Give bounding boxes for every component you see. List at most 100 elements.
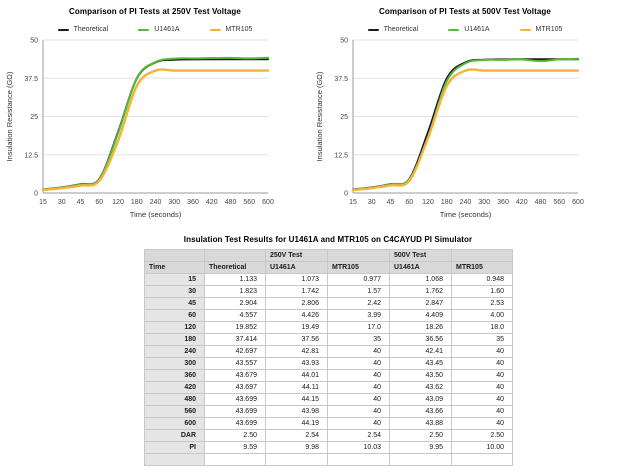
- x-tick-label: 360: [187, 199, 199, 206]
- x-axis-title: Time (seconds): [440, 210, 492, 219]
- cell-time: PI: [144, 441, 205, 454]
- table-section: Insulation Test Results for U1461A and M…: [144, 235, 513, 466]
- legend-label: U1461A: [154, 26, 180, 33]
- chart-title-250v: Comparison of PI Tests at 250V Test Volt…: [69, 7, 241, 16]
- cell-value: 2.904: [204, 297, 266, 310]
- cell-value: 40: [327, 369, 390, 382]
- cell-value: 35: [451, 333, 513, 346]
- x-tick-label: 300: [478, 199, 490, 206]
- x-tick-label: 15: [349, 199, 357, 206]
- line-chart-250v: 0 12.5 25 37.5 50 15 30 45 60 120 180 240 300 360 420 4…: [5, 38, 274, 220]
- cell-value: 18.26: [389, 321, 452, 334]
- legend-item-theoretical: Theoretical: [57, 26, 108, 33]
- y-tick-label: 0: [344, 191, 348, 198]
- legend-item-mtr105: MTR105: [209, 26, 253, 33]
- legend-dash-icon: [519, 28, 531, 31]
- x-tick-label: 45: [77, 199, 85, 206]
- y-axis-title: Insulation Resistance (GΩ): [315, 71, 324, 161]
- x-tick-label: 180: [131, 199, 143, 206]
- cell-value: 0.977: [327, 273, 390, 286]
- cell-value: 35: [327, 333, 390, 346]
- x-tick-label: 45: [387, 199, 395, 206]
- x-tick-label: 240: [150, 199, 162, 206]
- x-tick-label: 120: [422, 199, 434, 206]
- legend-label: Theoretical: [383, 26, 419, 33]
- x-tick-label: 120: [112, 199, 124, 206]
- table-header-row: Time Theoretical U1461A MTR105 U1461A MTR105: [144, 261, 513, 274]
- cell-value: [451, 453, 513, 466]
- cell-value: 9.59: [204, 441, 266, 454]
- header-cell: MTR105: [327, 261, 390, 274]
- cell-value: 1.60: [451, 285, 513, 298]
- cell-time: 600: [144, 417, 205, 430]
- y-tick-label: 50: [340, 38, 348, 45]
- x-tick-label: 240: [460, 199, 472, 206]
- table-row: DAR 2.50 2.54 2.54 2.50 2.50: [144, 429, 513, 442]
- cell-value: 44.15: [265, 393, 328, 406]
- cell-value: 43.557: [204, 357, 266, 370]
- cell-value: 9.98: [265, 441, 328, 454]
- cell-time: 360: [144, 369, 205, 382]
- cell-value: 40: [451, 393, 513, 406]
- legend-dash-icon: [138, 28, 150, 31]
- header-cell: MTR105: [451, 261, 513, 274]
- x-tick-label: 30: [58, 199, 66, 206]
- chart-legend-500v: Theoretical U1461A MTR105: [310, 25, 619, 34]
- series-line-mtr105: [41, 68, 270, 192]
- cell-value: 3.99: [327, 309, 390, 322]
- cell-value: 2.42: [327, 297, 390, 310]
- cell-value: 40: [451, 345, 513, 358]
- x-tick-label: 560: [243, 199, 255, 206]
- cell-value: 43.699: [204, 393, 266, 406]
- cell-time: [144, 453, 205, 466]
- cell-value: 40: [327, 417, 390, 430]
- cell-time: 30: [144, 285, 205, 298]
- cell-value: [204, 453, 266, 466]
- header-cell: [451, 249, 513, 262]
- cell-value: 42.81: [265, 345, 328, 358]
- table-group-header-row: 250V Test 500V Test: [144, 249, 513, 262]
- x-tick-label: 600: [572, 199, 584, 206]
- x-tick-label: 420: [206, 199, 218, 206]
- results-table: 250V Test 500V Test Time Theoretical U1461A M…: [144, 249, 513, 466]
- legend-label: U1461A: [464, 26, 490, 33]
- header-cell: Time: [144, 261, 205, 274]
- cell-value: 40: [327, 393, 390, 406]
- cell-value: 40: [451, 357, 513, 370]
- cell-value: 2.847: [389, 297, 452, 310]
- cell-time: 240: [144, 345, 205, 358]
- header-cell: 500V Test: [389, 249, 452, 262]
- y-tick-label: 25: [30, 114, 38, 121]
- cell-value: 36.56: [389, 333, 452, 346]
- table-row: 560 43.699 43.98 40 43.66 40: [144, 405, 513, 418]
- cell-time: 15: [144, 273, 205, 286]
- chart-title-500v: Comparison of PI Tests at 500V Test Volt…: [379, 7, 551, 16]
- cell-value: 40: [451, 417, 513, 430]
- cell-value: 10.03: [327, 441, 390, 454]
- y-tick-label: 12.5: [334, 152, 348, 159]
- y-tick-label: 12.5: [24, 152, 38, 159]
- cell-time: 560: [144, 405, 205, 418]
- series-line-mtr105: [351, 68, 580, 192]
- cell-value: 1.823: [204, 285, 266, 298]
- cell-value: 1.762: [389, 285, 452, 298]
- cell-value: 40: [451, 369, 513, 382]
- cell-value: 2.50: [204, 429, 266, 442]
- cell-value: 42.697: [204, 345, 266, 358]
- y-tick-label: 25: [340, 114, 348, 121]
- series-line-theoretical: [352, 58, 579, 191]
- table-head: 250V Test 500V Test Time Theoretical U1461A M…: [144, 249, 513, 274]
- table-row: 120 19.852 19.49 17.0 18.26 18.0: [144, 321, 513, 334]
- table-row: 180 37.414 37.56 35 36.56 35: [144, 333, 513, 346]
- table-row: 300 43.557 43.93 40 43.45 40: [144, 357, 513, 370]
- cell-time: 60: [144, 309, 205, 322]
- legend-dash-icon: [367, 28, 379, 31]
- legend-label: MTR105: [225, 26, 253, 33]
- cell-value: 43.50: [389, 369, 452, 382]
- table-title: Insulation Test Results for U1461A and M…: [183, 235, 473, 244]
- x-axis-title: Time (seconds): [130, 210, 182, 219]
- cell-value: 43.66: [389, 405, 452, 418]
- cell-value: 40: [327, 357, 390, 370]
- header-cell: U1461A: [265, 261, 328, 274]
- cell-value: 1.742: [265, 285, 328, 298]
